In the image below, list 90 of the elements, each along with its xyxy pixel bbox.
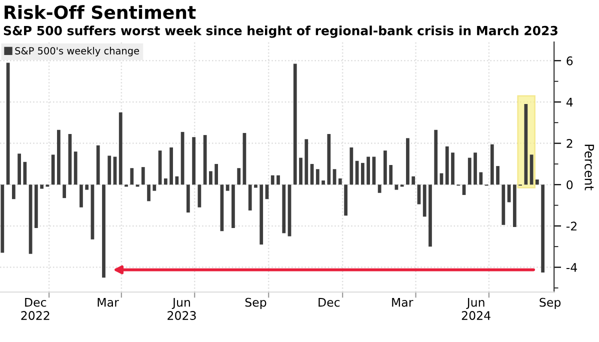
bar — [186, 184, 190, 213]
y-axis-title: Percent — [584, 144, 594, 190]
bar — [74, 152, 78, 185]
x-tick-label: Sep — [540, 298, 561, 310]
bar — [524, 104, 528, 185]
bar — [40, 184, 44, 189]
bar — [164, 178, 168, 185]
bar — [141, 167, 145, 185]
y-tick-label: 6 — [566, 56, 573, 66]
bar — [18, 154, 21, 185]
bar — [512, 184, 516, 227]
y-tick-label: 0 — [566, 180, 573, 190]
bar — [389, 165, 393, 185]
bar — [322, 180, 325, 185]
bar — [62, 184, 66, 198]
bar — [96, 145, 100, 185]
x-tick-label: Dec 2022 — [21, 298, 50, 320]
bar — [226, 184, 230, 191]
bar — [175, 176, 179, 185]
bar — [422, 184, 426, 217]
bar — [384, 150, 387, 185]
bar — [496, 166, 500, 185]
y-tick-label: -4 — [566, 263, 577, 272]
bar — [198, 184, 202, 208]
bar — [412, 176, 416, 185]
bar — [541, 184, 545, 272]
bar — [203, 135, 207, 185]
bar — [428, 184, 432, 247]
bar — [51, 154, 55, 185]
bar — [170, 147, 173, 185]
bar — [130, 168, 134, 185]
bar — [378, 184, 382, 193]
bar — [248, 184, 252, 210]
bar — [260, 184, 264, 245]
y-tick-label: -2 — [566, 222, 576, 230]
bar — [147, 184, 150, 202]
bar — [327, 134, 331, 185]
bar — [479, 172, 483, 185]
bar — [0, 184, 4, 253]
bar — [57, 130, 60, 185]
bar — [462, 184, 466, 195]
bar — [270, 175, 274, 185]
chart-title: Risk-Off Sentiment — [4, 5, 196, 20]
bar — [536, 179, 539, 185]
bar — [254, 184, 258, 188]
x-tick-label: Dec — [318, 298, 340, 307]
bar — [214, 164, 218, 185]
y-tick-label: 2 — [566, 139, 572, 148]
bar — [209, 171, 212, 185]
legend-label: S&P 500's weekly change — [15, 46, 140, 56]
bar — [293, 64, 297, 185]
bar — [34, 184, 38, 228]
bar — [276, 175, 280, 185]
bar — [394, 184, 398, 190]
bar — [118, 112, 122, 185]
bar — [350, 147, 354, 185]
bar — [366, 156, 370, 185]
bar — [490, 144, 494, 185]
bar — [451, 152, 454, 185]
bar — [299, 158, 302, 185]
bar — [152, 184, 156, 191]
bar — [344, 184, 348, 216]
bar — [304, 139, 308, 185]
bar — [474, 152, 477, 185]
bar — [417, 184, 421, 204]
bar — [468, 158, 472, 185]
y-tick-label: 4 — [566, 98, 573, 106]
x-tick-label: Mar — [98, 298, 119, 307]
bar — [80, 184, 83, 208]
bar — [316, 169, 320, 185]
bar — [502, 184, 506, 225]
bar — [102, 184, 106, 278]
bar — [406, 138, 410, 185]
chart-subtitle: S&P 500 suffers worst week since height of regional-bank crisis in March 2023 — [4, 26, 558, 38]
bar — [232, 184, 235, 228]
bar — [192, 137, 196, 185]
bar — [237, 168, 241, 185]
bar — [445, 146, 449, 185]
bar — [338, 178, 342, 185]
bar — [85, 184, 89, 190]
bar — [12, 184, 16, 200]
x-tick-label: Mar — [392, 298, 414, 307]
x-tick-label: Jun 2024 — [462, 298, 490, 320]
bar — [282, 184, 286, 234]
bar — [108, 156, 112, 185]
bar — [23, 162, 27, 185]
x-tick-label: Sep — [245, 298, 266, 310]
bar — [434, 130, 438, 185]
x-tick-label: Jun 2023 — [168, 298, 196, 320]
bar — [360, 162, 364, 185]
